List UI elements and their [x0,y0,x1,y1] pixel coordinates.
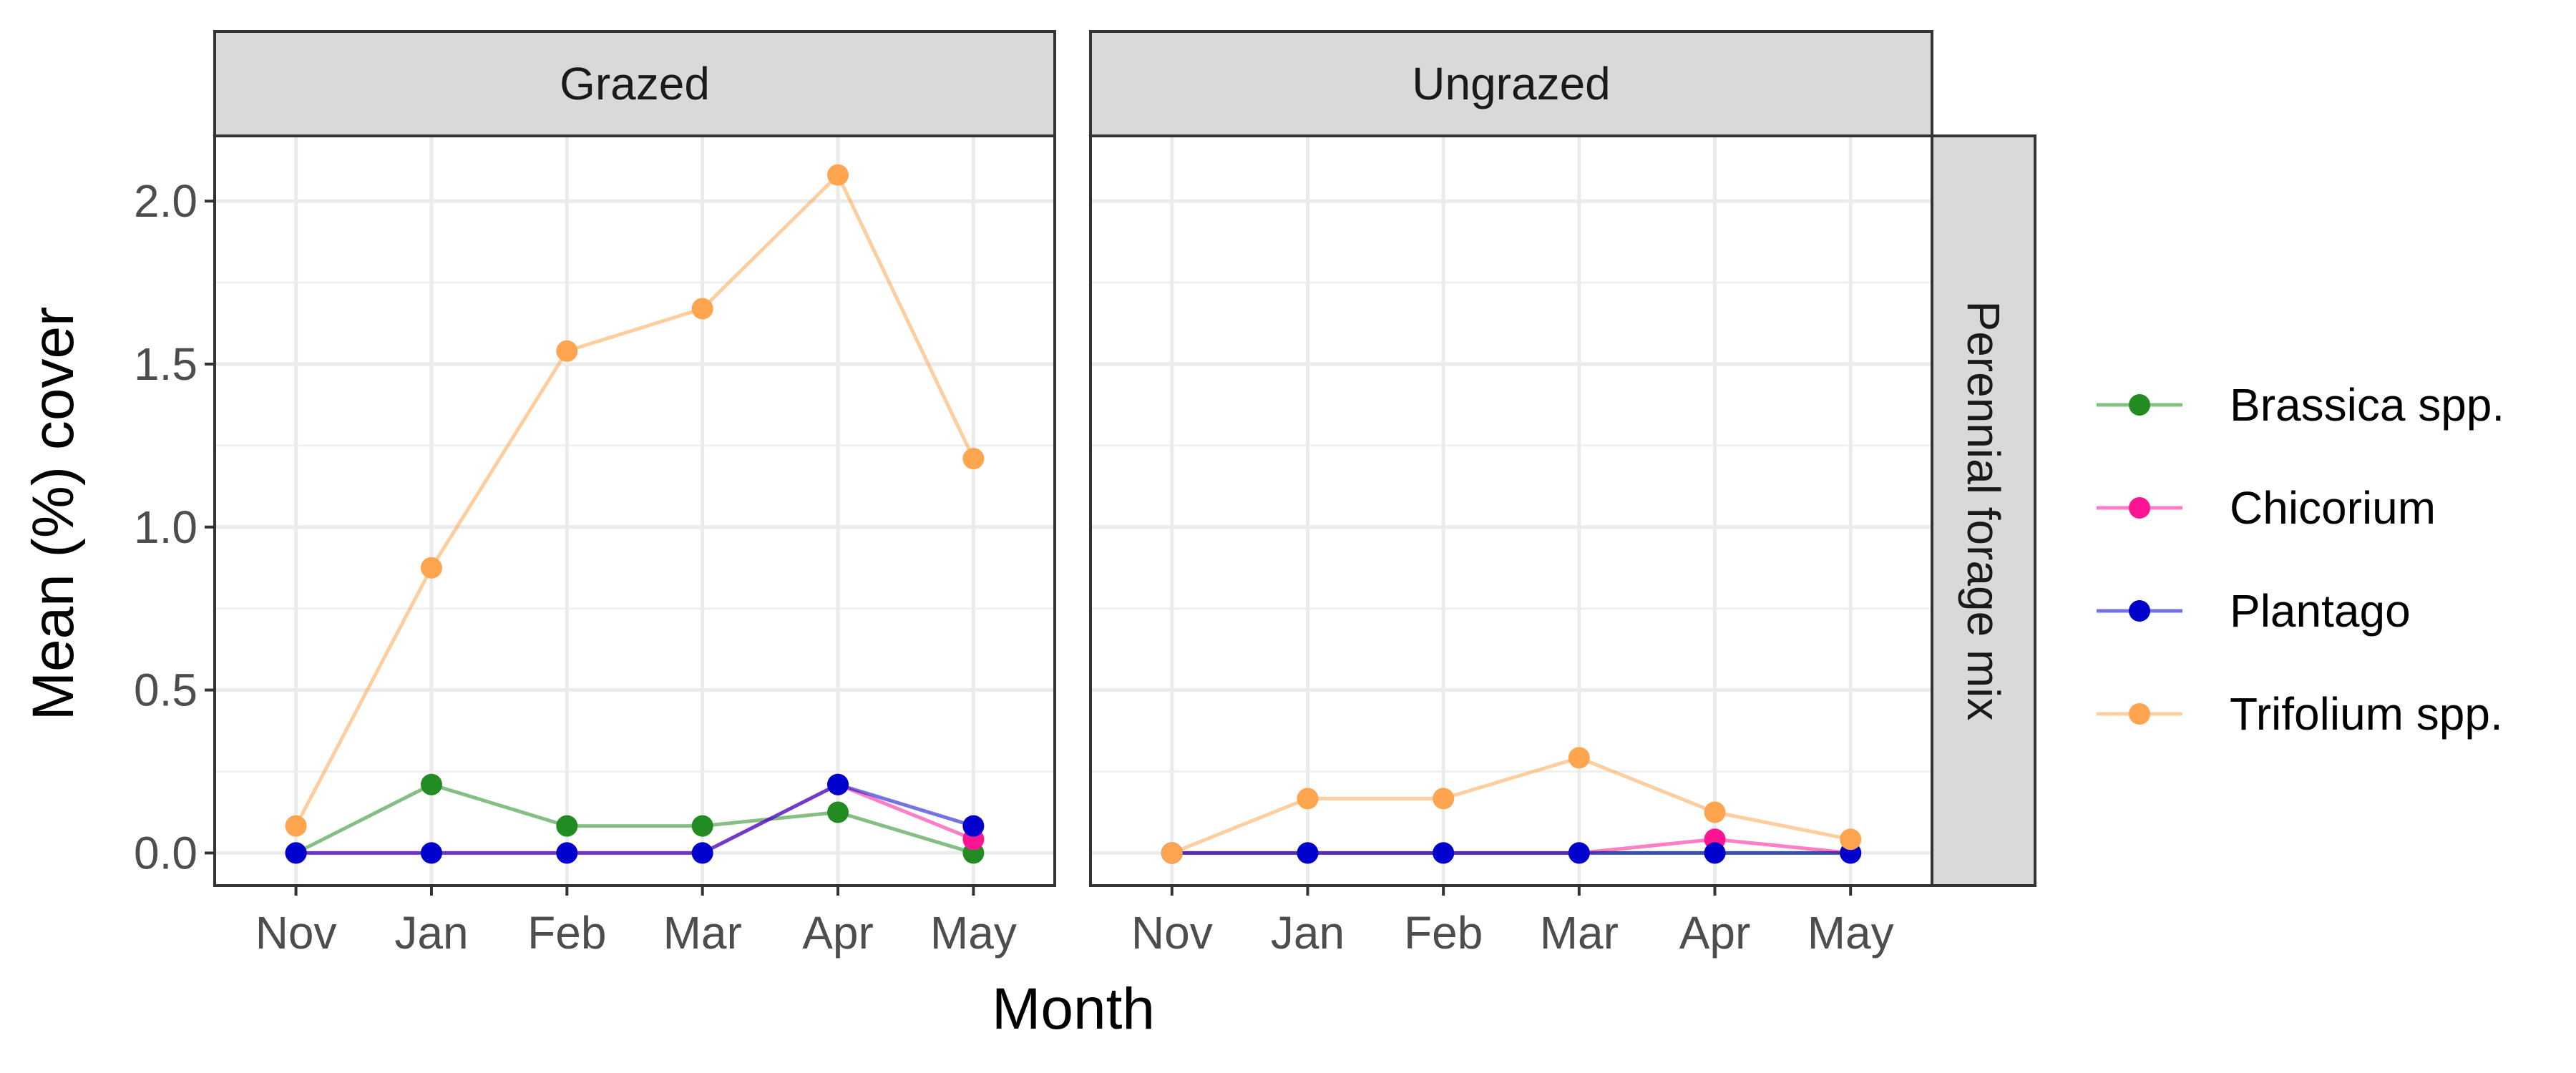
y-tick-label: 1.5 [134,338,197,390]
x-tick-label: Nov [255,907,337,959]
panel-strip-background [1089,30,1933,137]
x-tick-label: Jan [1271,907,1345,959]
x-tick-label: Nov [1131,907,1213,959]
x-tick-label: May [930,907,1017,959]
data-point-trifolium-spp- [1568,747,1590,769]
x-tick-label: Apr [802,907,874,959]
panel-strip-label: Grazed [560,58,710,109]
data-point-trifolium-spp- [827,164,849,186]
panel-background [1091,136,1932,886]
legend-item: Brassica spp. [2097,379,2504,431]
data-point-plantago [962,815,985,837]
y-tick-label: 0.0 [134,827,197,878]
data-point-trifolium-spp- [962,448,985,470]
data-point-brassica-spp- [556,815,578,837]
data-point-trifolium-spp- [691,298,713,320]
series-line-trifolium-spp- [294,173,975,827]
legend-label: Trifolium spp. [2230,688,2503,740]
data-point-plantago [1704,842,1726,864]
panel-border [213,134,1056,887]
legend-item: Trifolium spp. [2097,688,2503,740]
panel-strip-background [213,30,1056,137]
series-line-trifolium-spp- [1171,755,1851,855]
data-point-plantago [1568,842,1590,864]
data-point-trifolium-spp- [420,557,442,579]
series-line-plantago [296,783,975,855]
row-strip-label: Perennial forage mix [1958,301,2009,721]
data-point-plantago [827,773,849,795]
legend-label: Brassica spp. [2230,379,2504,431]
y-tick-label: 0.5 [134,665,197,716]
x-tick-label: Feb [527,907,606,959]
x-tick-label: Feb [1404,907,1483,959]
legend-key-point [2129,497,2150,519]
legend-key-point [2129,600,2150,622]
y-axis-title: Mean (%) cover [21,307,86,721]
panel-strip-label: Ungrazed [1412,58,1611,109]
panel-ungrazed: Ungrazed Nov Jan Feb Mar Apr May [1089,30,1933,959]
row-strip: Perennial forage mix [1931,134,2036,887]
data-point-trifolium-spp- [1161,842,1183,864]
data-point-plantago [1297,842,1319,864]
data-point-trifolium-spp- [1840,828,1862,851]
x-tick-label: Jan [394,907,468,959]
y-axis: 0.0 0.5 1.0 1.5 2.0 [134,175,215,878]
x-axis-title: Month [992,976,1155,1042]
data-point-trifolium-spp- [1433,788,1455,810]
y-tick-label: 1.0 [134,501,197,553]
legend-item: Chicorium [2097,482,2436,534]
data-point-trifolium-spp- [1704,801,1726,823]
legend-label: Plantago [2230,585,2411,637]
data-point-plantago [691,842,713,864]
legend-item: Plantago [2097,585,2411,637]
data-point-plantago [1433,842,1455,864]
data-point-brassica-spp- [827,801,849,823]
data-point-trifolium-spp- [285,815,307,837]
data-point-plantago [420,842,442,864]
data-point-trifolium-spp- [1297,788,1319,810]
data-point-plantago [556,842,578,864]
legend-key-point [2129,703,2150,725]
chart-panels: Grazed Nov Jan Feb Mar Apr May Ungrazed Nov Jan Fe… [213,30,1933,959]
x-tick-label: May [1807,907,1894,959]
panel-grazed: Grazed Nov Jan Feb Mar Apr May [213,30,1056,959]
legend-label: Chicorium [2230,482,2436,534]
series-line-brassica-spp- [295,783,975,855]
data-point-trifolium-spp- [556,340,578,362]
y-tick-label: 2.0 [134,175,197,227]
data-point-brassica-spp- [420,773,442,795]
row-strip-background [1931,134,2036,887]
x-tick-label: Mar [663,907,742,959]
data-point-plantago [285,842,307,864]
x-tick-label: Apr [1679,907,1751,959]
x-tick-label: Mar [1540,907,1619,959]
data-point-brassica-spp- [691,815,713,837]
legend: Brassica spp. Chicorium Plantago Trifolium … [2097,379,2504,740]
panel-background [215,136,1055,886]
legend-key-point [2129,394,2150,416]
